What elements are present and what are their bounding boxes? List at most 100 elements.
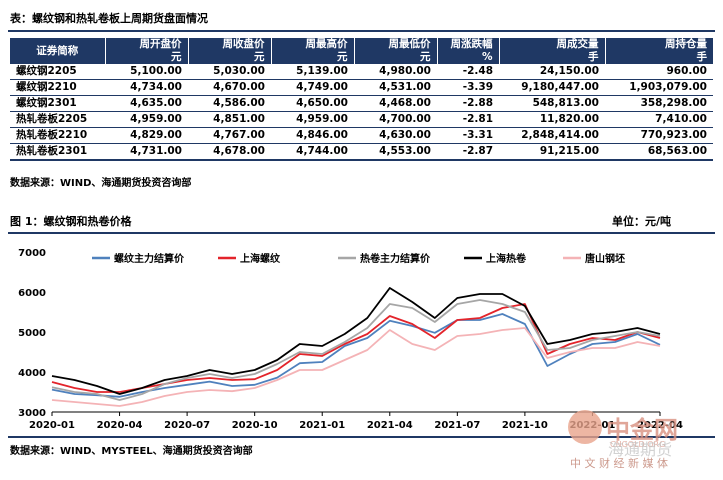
y-tick-label: 3000 — [18, 408, 46, 419]
cell-volume: 11,820.00 — [499, 111, 605, 128]
cell-volume: 2,848,414.00 — [499, 127, 605, 144]
header-week-low: 周最低价 元 — [354, 38, 438, 64]
x-tick-label: 2021-01 — [299, 420, 345, 431]
cell-low: 4,531.00 — [354, 79, 437, 96]
x-tick-label: 2020-07 — [164, 420, 210, 431]
cell-open-interest: 960.00 — [605, 64, 713, 80]
cell-volume: 548,813.00 — [499, 95, 605, 112]
x-tick-label: 2021-04 — [367, 420, 413, 431]
watermark-brand: 中金网 — [606, 416, 678, 444]
figure-source-note: 数据来源：WIND、MYSTEEL、海通期货投资咨询部 — [10, 446, 253, 457]
cell-close: 4,586.00 — [188, 95, 271, 112]
cell-high: 5,139.00 — [271, 64, 354, 80]
cell-volume: 9,180,447.00 — [499, 79, 605, 96]
table-top-rule — [8, 30, 715, 32]
cell-name: 螺纹钢2205 — [10, 64, 105, 80]
table-header-row: 证券简称 周开盘价 元 周收盘价 元 周最高价 元 周最低价 元 周涨跌幅 % — [10, 38, 713, 64]
header-week-open: 周开盘价 元 — [105, 38, 189, 64]
cell-low: 4,980.00 — [354, 64, 437, 80]
cell-open-interest: 358,298.00 — [605, 95, 713, 112]
watermark-overlay: 海通期货 — [608, 440, 673, 459]
table-row: 螺纹钢2301 4,635.00 4,586.00 4,650.00 4,468… — [10, 95, 713, 112]
cell-change: -3.39 — [437, 79, 499, 96]
chart-series-lines — [51, 287, 661, 407]
cell-close: 4,767.00 — [188, 127, 271, 144]
x-tick-label: 2021-10 — [502, 420, 548, 431]
cell-open: 4,731.00 — [105, 143, 188, 161]
x-tick-label: 2021-07 — [434, 420, 480, 431]
table-caption: 表：螺纹钢和热轧卷板上周期货盘面情况 — [10, 12, 208, 25]
y-tick-label: 4000 — [18, 368, 46, 379]
watermark-logo-icon — [568, 410, 602, 444]
header-week-volume: 周成交量 手 — [499, 38, 606, 64]
futures-table: 证券简称 周开盘价 元 周收盘价 元 周最高价 元 周最低价 元 周涨跌幅 % — [10, 38, 713, 161]
legend-label: 螺纹主力结算价 — [114, 252, 185, 265]
x-tick-label: 2020-01 — [29, 420, 75, 431]
watermark-tagline: 中 文 财 经 新 媒 体 — [570, 457, 668, 470]
header-security-name: 证券简称 — [10, 38, 106, 64]
cell-low: 4,700.00 — [354, 111, 437, 128]
chart-axes: 3000 4000 5000 6000 7000 2020-01 2020-04 2020-0… — [18, 248, 683, 431]
legend-label: 热卷主力结算价 — [360, 252, 431, 265]
legend-label: 上海热卷 — [486, 252, 527, 265]
cell-open-interest: 770,923.00 — [605, 127, 713, 144]
figure-top-rule — [8, 232, 715, 234]
cell-change: -2.88 — [437, 95, 499, 112]
table-row: 热轧卷板2205 4,959.00 4,851.00 4,959.00 4,70… — [10, 111, 713, 128]
figure-unit: 单位：元/吨 — [611, 215, 671, 228]
cell-name: 螺纹钢2210 — [10, 79, 105, 96]
cell-open: 4,635.00 — [105, 95, 188, 112]
header-week-close: 周收盘价 元 — [188, 38, 272, 64]
y-tick-label: 7000 — [18, 248, 46, 259]
cell-volume: 91,215.00 — [499, 143, 605, 161]
table-source-note: 数据来源：WIND、海通期货投资咨询部 — [10, 178, 192, 189]
cell-volume: 24,150.00 — [499, 64, 605, 80]
cell-open-interest: 7,410.00 — [605, 111, 713, 128]
header-week-high: 周最高价 元 — [271, 38, 355, 64]
x-tick-label: 2020-04 — [97, 420, 143, 431]
y-tick-label: 5000 — [18, 328, 46, 339]
cell-open-interest: 1,903,079.00 — [605, 79, 713, 96]
cell-change: -3.31 — [437, 127, 499, 144]
x-tick-label: 2022-04 — [637, 420, 683, 431]
cell-high: 4,959.00 — [271, 111, 354, 128]
cell-low: 4,468.00 — [354, 95, 437, 112]
series-line-0 — [51, 313, 661, 398]
cell-close: 4,851.00 — [188, 111, 271, 128]
cell-name: 热轧卷板2210 — [10, 127, 105, 144]
chart-legend: 螺纹主力结算价 上海螺纹 热卷主力结算价 上海热卷 唐山钢坯 — [92, 252, 625, 265]
cell-change: -2.87 — [437, 143, 499, 161]
cell-high: 4,650.00 — [271, 95, 354, 112]
table-row: 螺纹钢2210 4,734.00 4,670.00 4,749.00 4,531… — [10, 79, 713, 96]
series-line-4 — [51, 327, 661, 407]
cell-close: 5,030.00 — [188, 64, 271, 80]
cell-open: 4,829.00 — [105, 127, 188, 144]
cell-close: 4,670.00 — [188, 79, 271, 96]
cell-open: 4,959.00 — [105, 111, 188, 128]
cell-close: 4,678.00 — [188, 143, 271, 161]
cell-open-interest: 68,563.00 — [605, 143, 713, 161]
cell-change: -2.48 — [437, 64, 499, 80]
cell-high: 4,749.00 — [271, 79, 354, 96]
cell-open: 4,734.00 — [105, 79, 188, 96]
cell-low: 4,630.00 — [354, 127, 437, 144]
series-line-3 — [51, 287, 661, 395]
cell-name: 热轧卷板2301 — [10, 143, 105, 161]
table-row: 热轧卷板2210 4,829.00 4,767.00 4,846.00 4,63… — [10, 127, 713, 144]
y-tick-label: 6000 — [18, 288, 46, 299]
cell-change: -2.81 — [437, 111, 499, 128]
header-week-open-interest: 周持仓量 手 — [605, 38, 713, 64]
header-week-change: 周涨跌幅 % — [437, 38, 500, 64]
figure-bottom-rule — [8, 436, 715, 438]
legend-label: 上海螺纹 — [240, 252, 281, 265]
cell-open: 5,100.00 — [105, 64, 188, 80]
legend-label: 唐山钢坯 — [585, 252, 625, 265]
figure-title: 图 1：螺纹钢和热卷价格 — [10, 215, 132, 228]
cell-low: 4,553.00 — [354, 143, 437, 161]
cell-name: 热轧卷板2205 — [10, 111, 105, 128]
table-row: 螺纹钢2205 5,100.00 5,030.00 5,139.00 4,980… — [10, 64, 713, 80]
cell-name: 螺纹钢2301 — [10, 95, 105, 112]
table-row: 热轧卷板2301 4,731.00 4,678.00 4,744.00 4,55… — [10, 143, 713, 161]
watermark-sub: CNGOLD.ORG — [610, 440, 666, 449]
